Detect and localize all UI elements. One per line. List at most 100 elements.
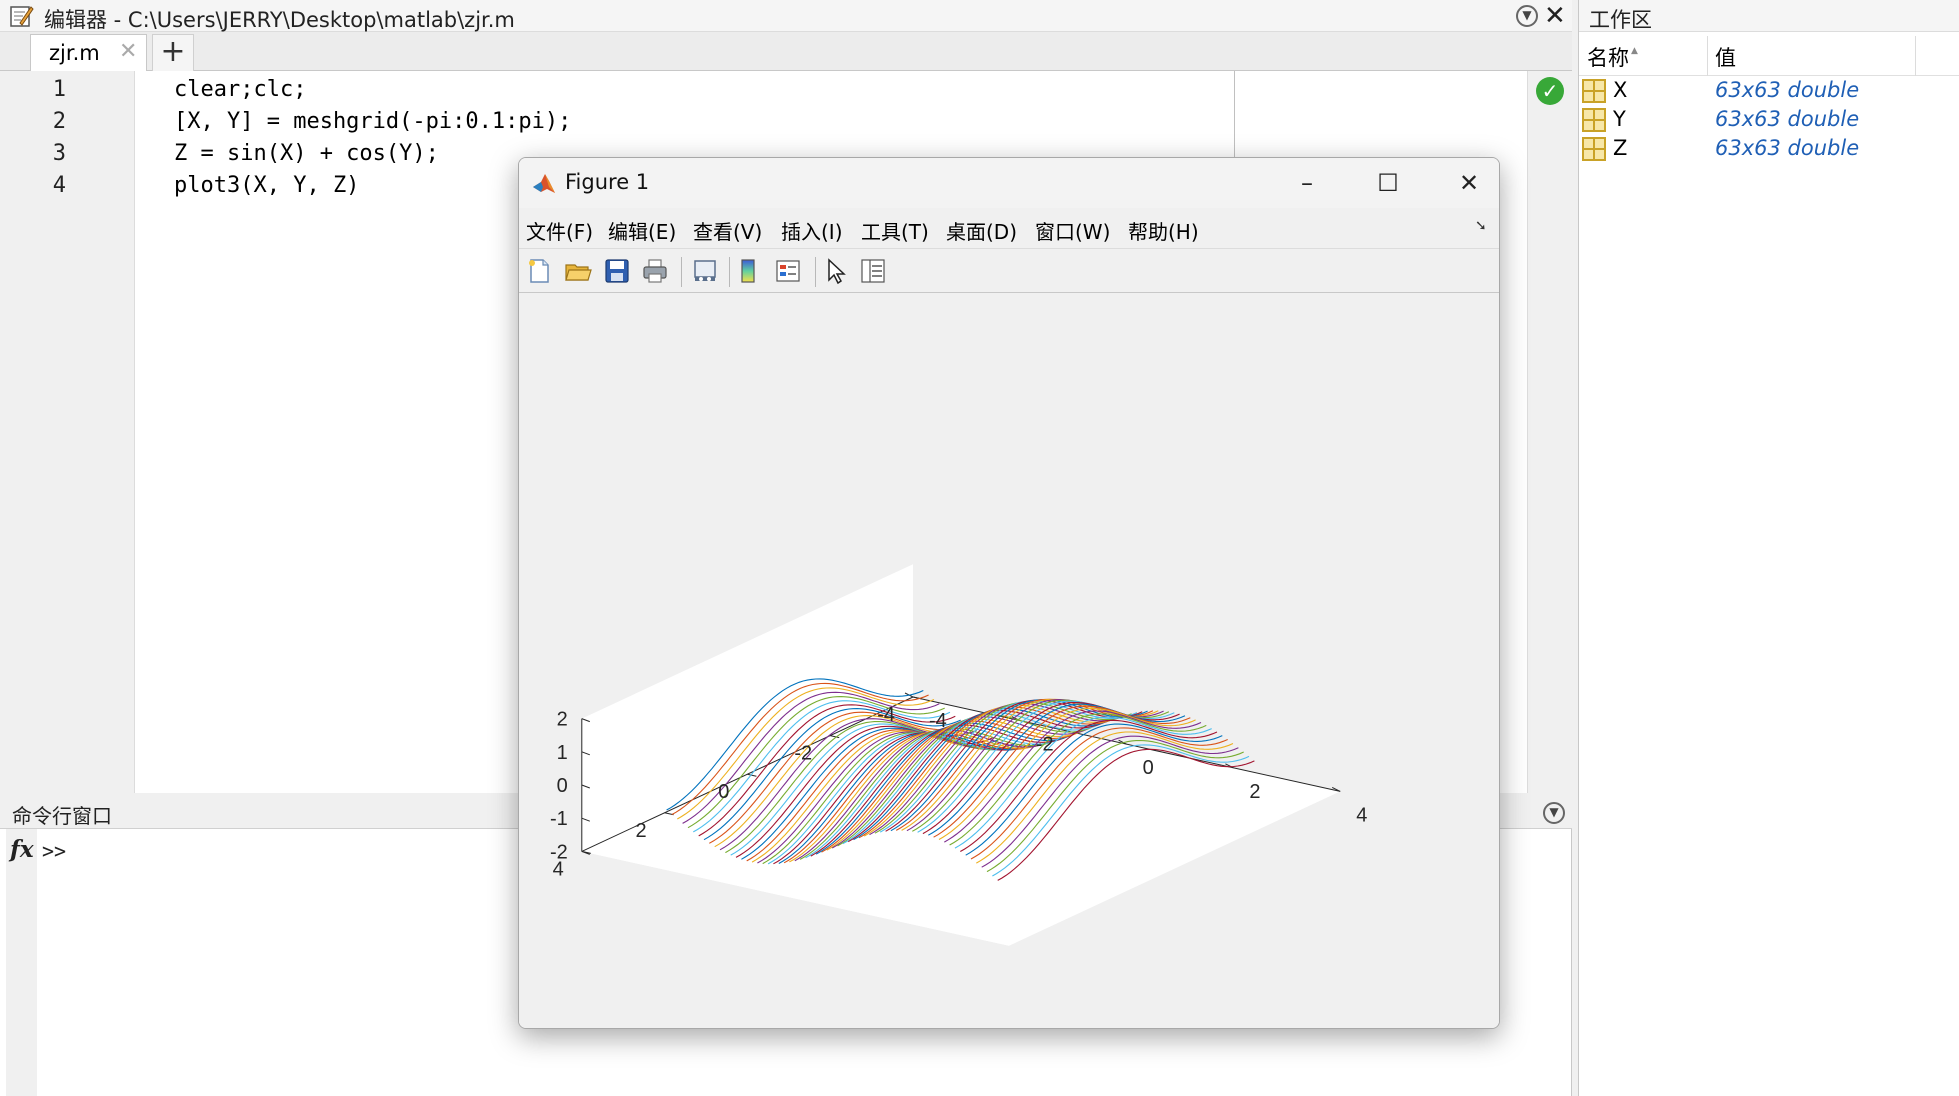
column-divider[interactable] <box>1915 36 1916 76</box>
editor-close-icon[interactable]: ✕ <box>1544 1 1566 31</box>
series-line <box>986 739 1244 873</box>
variable-name: Z <box>1613 136 1628 160</box>
command-window-title: 命令行窗口 <box>12 804 112 828</box>
series-line <box>757 731 1015 864</box>
print-icon[interactable] <box>641 257 669 285</box>
series-line <box>847 710 1106 843</box>
menu-window[interactable]: 窗口(W) <box>1035 220 1111 244</box>
line-number: 2 <box>52 109 66 134</box>
x-tick-label: -4 <box>929 710 947 732</box>
plot-lines <box>666 678 1255 881</box>
figure-titlebar[interactable]: Figure 1 – ☐ ✕ <box>519 158 1499 208</box>
maximize-icon[interactable]: ☐ <box>1377 169 1399 197</box>
y-tick-label: -2 <box>794 743 812 765</box>
x-tick-label: 2 <box>1249 781 1260 803</box>
menu-desktop[interactable]: 桌面(D) <box>946 220 1018 244</box>
close-icon[interactable]: ✕ <box>1458 169 1480 197</box>
toolbar-separator <box>815 257 816 287</box>
x-tick-label: 0 <box>1143 757 1154 779</box>
save-icon[interactable] <box>603 257 631 285</box>
tab-zjr-m[interactable]: zjr.m ✕ <box>30 34 147 71</box>
line-number: 3 <box>52 141 66 166</box>
z-tick-label: 2 <box>557 709 568 731</box>
dock-figure-icon[interactable]: ➘ <box>1475 218 1487 234</box>
y-tick-mark <box>581 850 591 854</box>
series-line <box>928 703 1186 836</box>
figure-toolbar <box>519 248 1499 293</box>
x-tick-mark <box>1225 763 1234 769</box>
column-header-value[interactable]: 值 <box>1715 46 1736 70</box>
workspace-variable-row[interactable]: X 63x63 double <box>1579 77 1959 106</box>
series-line <box>890 699 1148 832</box>
new-tab-button[interactable]: + <box>152 34 194 71</box>
property-inspector-icon[interactable] <box>859 257 887 285</box>
matrix-variable-icon <box>1582 108 1606 132</box>
series-line <box>762 731 1020 865</box>
column-divider[interactable] <box>1707 36 1708 76</box>
series-line <box>885 699 1143 832</box>
menu-view[interactable]: 查看(V) <box>693 220 763 244</box>
series-line <box>992 744 1250 877</box>
figure-window[interactable]: Figure 1 – ☐ ✕ 文件(F) 编辑(E) 查看(V) 插入(I) 工… <box>518 157 1500 1029</box>
series-line <box>794 729 1052 862</box>
workspace-variable-row[interactable]: Y 63x63 double <box>1579 106 1959 135</box>
colorbar-icon[interactable] <box>734 257 762 285</box>
workspace-titlebar: 工作区 <box>1579 0 1959 32</box>
variable-name: Y <box>1613 107 1626 131</box>
code-analyzer-strip: ✓ <box>1527 71 1572 793</box>
series-line <box>698 704 956 837</box>
z-tick-label: 0 <box>557 775 568 797</box>
code-line[interactable]: clear;clc; <box>174 77 307 102</box>
tab-label: zjr.m <box>49 41 100 65</box>
menu-insert[interactable]: 插入(I) <box>781 220 843 244</box>
command-prompt[interactable]: >> <box>42 839 67 863</box>
variable-value: 63x63 double <box>1715 107 1860 131</box>
new-figure-icon[interactable] <box>525 257 553 285</box>
code-analyzer-ok-icon[interactable]: ✓ <box>1536 77 1564 105</box>
series-line <box>944 710 1202 843</box>
edit-plot-arrow-icon[interactable] <box>821 257 849 285</box>
series-line <box>863 704 1122 837</box>
code-line[interactable]: Z = sin(X) + cos(Y); <box>174 141 439 166</box>
workspace-title: 工作区 <box>1589 8 1652 32</box>
tick-labels: -2 -1 0 1 2 -4 -2 0 2 4 -4 -2 0 2 4 <box>550 704 1367 880</box>
menu-edit[interactable]: 编辑(E) <box>608 220 677 244</box>
variable-value: 63x63 double <box>1715 78 1860 102</box>
series-line <box>970 727 1228 860</box>
code-line[interactable]: [X, Y] = meshgrid(-pi:0.1:pi); <box>174 109 572 134</box>
editor-titlebar: 编辑器 - C:\Users\JERRY\Desktop\matlab\zjr.… <box>0 0 1572 32</box>
z-tick-mark <box>581 751 590 756</box>
menu-help[interactable]: 帮助(H) <box>1128 220 1199 244</box>
y-tick-mark <box>830 735 840 739</box>
series-line <box>671 682 929 815</box>
link-plot-icon[interactable] <box>691 257 719 285</box>
axes-box <box>581 564 1341 946</box>
series-line <box>677 687 935 820</box>
matrix-variable-icon <box>1582 137 1606 161</box>
series-line <box>666 678 924 811</box>
editor-menu-icon[interactable]: ▼ <box>1516 5 1538 27</box>
series-line <box>976 731 1234 864</box>
series-line <box>997 748 1255 881</box>
minimize-icon[interactable]: – <box>1301 169 1313 197</box>
axes-3d[interactable]: -2 -1 0 1 2 -4 -2 0 2 4 -4 -2 0 2 4 <box>519 294 1500 1029</box>
fx-function-browser-icon[interactable]: fx <box>10 836 34 863</box>
x-tick-label: 4 <box>1356 804 1367 826</box>
open-file-icon[interactable] <box>564 257 592 285</box>
plot-canvas[interactable]: -2 -1 0 1 2 -4 -2 0 2 4 -4 -2 0 2 4 <box>519 294 1500 1029</box>
series-line <box>933 705 1191 838</box>
workspace-variable-row[interactable]: Z 63x63 double <box>1579 135 1959 164</box>
z-tick-label: 1 <box>557 742 568 764</box>
menu-tools[interactable]: 工具(T) <box>861 220 929 244</box>
x-tick-mark <box>1118 739 1127 745</box>
series-line <box>805 726 1063 859</box>
series-line <box>773 732 1031 865</box>
tab-close-icon[interactable]: ✕ <box>119 39 138 64</box>
column-header-name[interactable]: 名称 <box>1587 46 1629 70</box>
legend-icon[interactable] <box>774 257 802 285</box>
y-tick-label: 0 <box>718 781 729 803</box>
code-line[interactable]: plot3(X, Y, Z) <box>174 173 360 198</box>
menu-file[interactable]: 文件(F) <box>526 220 594 244</box>
series-line <box>853 708 1111 841</box>
command-window-menu-icon[interactable]: ▼ <box>1543 802 1565 824</box>
